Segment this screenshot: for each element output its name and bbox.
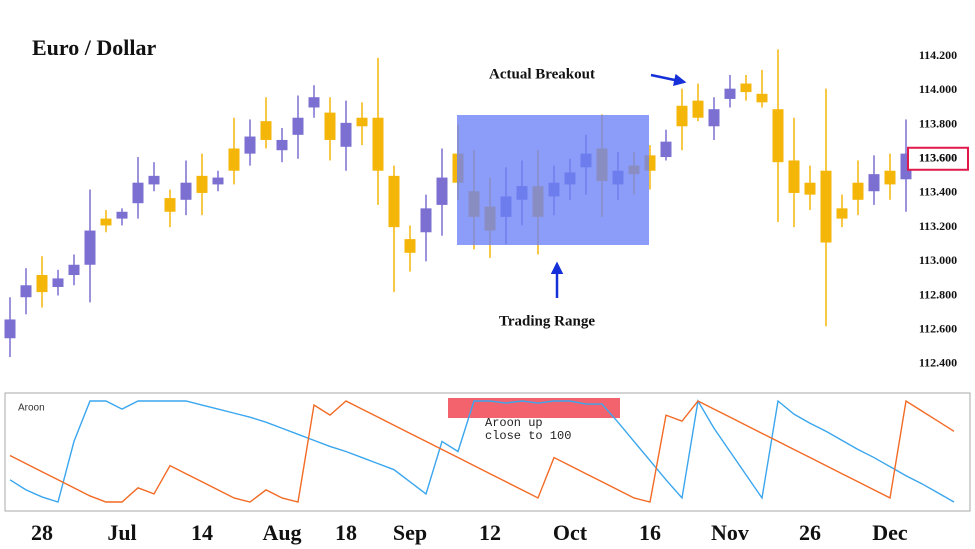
candle-body [228,148,240,171]
candle-body [148,175,160,185]
candle-body [436,177,448,205]
candle-body [100,218,112,226]
candle-body [68,264,80,276]
x-tick-label: 28 [31,520,53,545]
x-tick-label: 16 [639,520,661,545]
y-tick-label: 112.400 [919,356,957,370]
breakout-arrow [650,73,687,87]
candle-body [196,175,208,193]
candle-body [900,153,912,180]
indicator-line [9,398,955,503]
candle-body [420,208,432,233]
candle-body [788,160,800,193]
x-tick-label: 14 [191,520,213,545]
candle-body [340,122,352,147]
candle-body [180,182,192,200]
x-tick-label: 12 [479,520,501,545]
candle-body [356,117,368,127]
candle-body [740,83,752,93]
candle-body [20,285,32,298]
annotation: Actual Breakout [489,66,595,82]
candle-body [644,155,656,171]
x-tick-label: Aug [262,520,301,545]
candle-body [132,182,144,204]
candle-body [884,170,896,185]
candle-body [660,141,672,158]
y-tick-label: 112.600 [919,321,957,335]
candle-body [404,239,416,253]
y-tick-label: 113.600 [919,151,957,165]
y-tick-label: 113.200 [919,219,957,233]
candle-body [388,175,400,228]
last-price-label: 113.600 [919,151,957,165]
marks [4,49,955,503]
candle-body [52,278,64,287]
x-tick-label: 26 [799,520,821,545]
last-price-marker [907,146,969,171]
y-tick-label: 113.000 [919,253,957,267]
candle-body [4,319,16,339]
candle-body [804,182,816,195]
candle-body [36,275,48,293]
candle-body [868,174,880,192]
candle-body [708,109,720,127]
y-tick-label: 114.000 [919,82,957,96]
x-tick-label: Oct [553,520,588,545]
candle-body [308,97,320,108]
x-tick-label: Sep [393,520,427,545]
panel-label: Aroon [18,403,45,414]
annotation: close to 100 [485,429,571,443]
candle-body [772,109,784,163]
candle-body [260,121,272,140]
annotation: Trading Range [499,313,595,329]
chart-title: Euro / Dollar [32,35,157,60]
candle-body [724,88,736,99]
y-tick-label: 114.200 [919,48,957,62]
y-tick-label: 113.800 [919,116,957,130]
x-tick-label: Dec [872,520,908,545]
candle-body [756,93,768,103]
candle-body [820,170,832,243]
annotation: Aroon up [485,416,543,430]
x-tick-label: Nov [711,520,749,545]
candle-body [292,117,304,135]
overlay: 113.600 [907,146,969,171]
x-tick-label: Jul [107,520,136,545]
candle-body [692,100,704,118]
candle-body [372,117,384,171]
indicator-line [9,399,955,503]
candle-body [324,112,336,140]
y-tick-label: 112.800 [919,287,957,301]
x-tick-label: 18 [335,520,357,545]
candle-body [116,211,128,219]
candle-body [276,139,288,151]
candle-body [164,198,176,212]
y-tick-label: 113.400 [919,185,957,199]
candle-body [836,208,848,219]
candle-body [244,136,256,154]
indicator-panel [4,392,971,512]
candle-body [84,230,96,265]
candle-body [212,177,224,185]
trading-range-box [457,115,649,245]
candle-body [676,105,688,127]
candle-body [852,182,864,200]
